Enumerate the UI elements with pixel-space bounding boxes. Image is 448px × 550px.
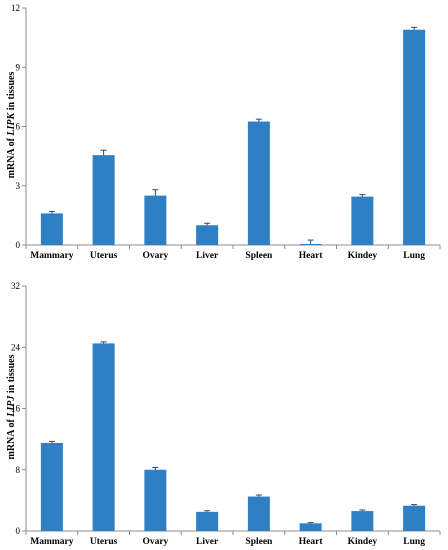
y-tick-label: 32 <box>11 281 20 291</box>
x-tick-label: Kindey <box>348 251 378 261</box>
y-tick-label: 8 <box>16 465 21 475</box>
y-tick-label: 9 <box>16 62 21 72</box>
y-tick-label: 0 <box>16 526 21 536</box>
x-tick-label: Spleen <box>245 251 273 261</box>
y-axis-title: mRNA of LIPJ in tissues <box>6 354 17 459</box>
x-tick-label: Mammary <box>30 537 74 547</box>
x-tick-label: Lung <box>403 537 425 547</box>
bar-liver <box>196 225 219 245</box>
y-tick-label: 3 <box>16 181 21 191</box>
bar-uterus <box>92 343 115 531</box>
bar-heart <box>299 244 322 245</box>
bar-ovary <box>144 195 167 245</box>
bar-kindey <box>351 196 374 245</box>
x-tick-label: Spleen <box>245 537 273 547</box>
y-tick-label: 24 <box>11 342 21 352</box>
bar-heart <box>299 523 322 531</box>
y-tick-label: 12 <box>11 3 20 13</box>
x-tick-label: Uterus <box>90 251 118 261</box>
bar-spleen <box>247 121 270 245</box>
bar-liver <box>196 511 219 531</box>
x-tick-label: Mammary <box>30 251 74 261</box>
x-tick-label: Lung <box>403 251 425 261</box>
bar-kindey <box>351 511 374 531</box>
bar-ovary <box>144 469 167 531</box>
bar-spleen <box>247 496 270 531</box>
x-tick-label: Kindey <box>348 537 378 547</box>
y-tick-label: 16 <box>11 404 21 414</box>
bar-mammary <box>40 213 63 245</box>
x-tick-label: Liver <box>196 251 219 261</box>
x-tick-label: Heart <box>299 537 324 547</box>
x-tick-label: Liver <box>196 537 219 547</box>
bar-lung <box>403 505 426 531</box>
x-tick-label: Uterus <box>90 537 118 547</box>
bar-lung <box>403 29 426 245</box>
x-tick-label: Ovary <box>142 537 168 547</box>
x-tick-label: Heart <box>299 251 324 261</box>
bar-uterus <box>92 155 115 245</box>
y-tick-label: 6 <box>16 122 21 132</box>
y-tick-label: 0 <box>16 240 21 250</box>
y-axis-title: mRNA of LIPK in tissues <box>6 72 17 179</box>
chart-lipk: mRNA of LIPK in tissues 0 3 6 9 12 Mammary Ute… <box>6 3 441 261</box>
chart-lipj: mRNA of LIPJ in tissues 0 8 16 24 32 Mammary U… <box>6 281 441 547</box>
x-tick-label: Ovary <box>142 251 168 261</box>
bar-mammary <box>40 442 63 531</box>
